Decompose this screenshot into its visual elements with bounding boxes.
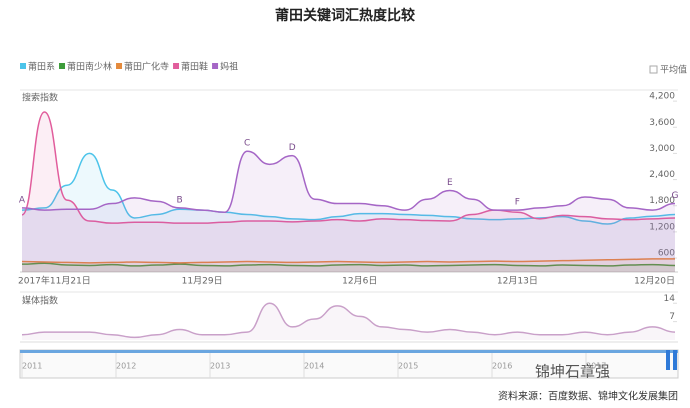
series-line [21, 262, 676, 267]
x-tick-label: 12月13日 [497, 276, 538, 287]
y-tick-label: 7 [669, 312, 675, 322]
y-tick-label: 4,200 [649, 92, 675, 102]
y-tick-label: 14 [664, 294, 676, 304]
timeline-label: 2011 [22, 362, 42, 371]
y-axis-label: 媒体指数 [22, 295, 58, 307]
y-tick-label: 2,400 [649, 170, 675, 180]
timeline-handle[interactable] [666, 350, 670, 370]
timeline-label: 2013 [210, 362, 230, 371]
x-tick-label: 12月20日 [634, 276, 675, 287]
annotation: B [177, 195, 183, 205]
series-area [22, 112, 675, 272]
average-label[interactable]: 平均值 [660, 64, 687, 76]
annotation: D [289, 143, 296, 153]
y-axis-label: 搜索指数 [22, 92, 58, 104]
series-line [21, 258, 675, 264]
y-tick-label: 600 [658, 249, 675, 259]
legend-swatch [116, 63, 123, 69]
legend-swatch [59, 63, 66, 69]
legend-label: 莆田广化寺 [124, 61, 169, 73]
timeline-label: 2014 [304, 362, 324, 371]
annotation: A [19, 195, 26, 205]
series-area [22, 303, 675, 340]
timeline-handle[interactable] [673, 350, 677, 370]
y-tick-label: 3,000 [649, 144, 675, 154]
y-tick-label: 1,800 [649, 196, 675, 206]
legend-swatch [20, 63, 26, 69]
y-tick-label: 1,200 [649, 222, 675, 232]
annotation: C [244, 139, 250, 149]
timeline-range [20, 350, 678, 353]
timeline-label: 2012 [116, 362, 136, 371]
average-checkbox[interactable] [649, 65, 658, 74]
legend-label: 莆田系 [28, 61, 55, 73]
watermark: 锦坤石章强 [535, 363, 610, 381]
timeline [19, 349, 679, 379]
source-note: 资料来源：百度数据、锦坤文化发展集团 [498, 390, 678, 403]
y-tick-label: 3,600 [649, 118, 675, 128]
x-tick-label: 12月6日 [342, 276, 377, 287]
legend-swatch [212, 63, 219, 69]
series-line [21, 150, 676, 214]
series-area [22, 153, 675, 272]
x-tick-label: 11月29日 [182, 276, 223, 287]
annotation: E [447, 178, 453, 188]
legend-label: 莆田南少林 [67, 61, 112, 73]
series-line [21, 152, 676, 225]
series-area [22, 151, 675, 272]
legend-label: 妈祖 [220, 61, 238, 73]
annotation: G [672, 191, 679, 201]
series-line [21, 111, 676, 224]
chart-title: 莆田关键词汇热度比较 [275, 7, 415, 24]
series-line [21, 302, 676, 339]
timeline-label: 2017 [586, 362, 606, 371]
x-tick-label: 2017年11月21日 [18, 275, 91, 287]
legend-label: 莆田鞋 [181, 61, 208, 73]
timeline-label: 2015 [398, 362, 418, 371]
timeline-label: 2016 [492, 362, 512, 371]
legend-swatch [173, 63, 180, 69]
annotation: F [515, 198, 520, 208]
